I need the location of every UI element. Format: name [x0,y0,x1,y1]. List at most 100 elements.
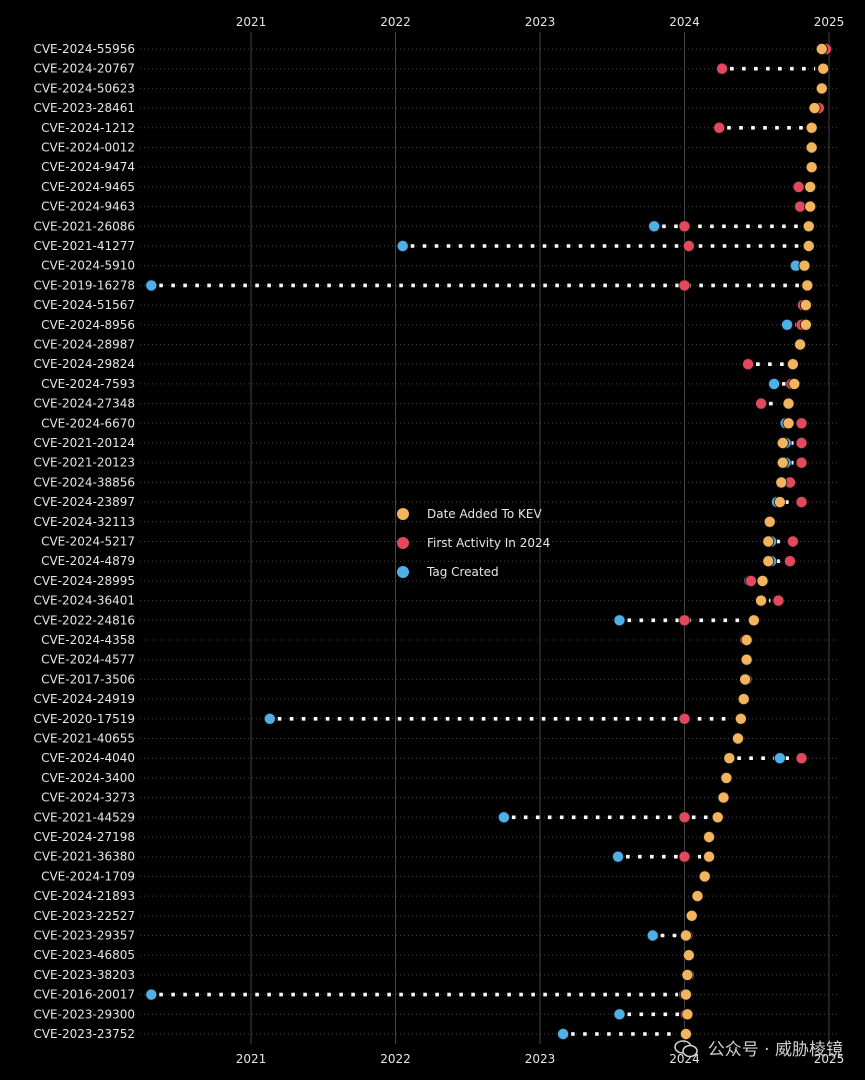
point-kev [720,771,733,784]
category-label: CVE-2024-9474 [41,160,135,174]
point-kev [801,279,814,292]
point-first [678,614,691,627]
category-label: CVE-2024-4577 [41,653,135,667]
category-label: CVE-2023-38203 [33,968,135,982]
category-label: CVE-2024-23897 [33,495,135,509]
category-label: CVE-2024-7593 [41,377,135,391]
point-first [678,850,691,863]
category-label: CVE-2023-28461 [33,101,135,115]
x-tick-top-2021: 2021 [236,15,267,29]
point-first [678,220,691,233]
category-label: CVE-2024-55956 [33,42,135,56]
point-kev [755,594,768,607]
category-label: CVE-2021-36380 [33,850,135,864]
point-kev [691,890,704,903]
point-kev [762,555,775,568]
point-kev [717,791,730,804]
category-label: CVE-2024-9463 [41,200,135,214]
point-first [783,555,796,568]
category-label: CVE-2024-5910 [41,259,135,273]
point-kev [737,693,750,706]
point-tag [497,811,510,824]
category-label: CVE-2019-16278 [33,278,135,292]
point-first [772,594,785,607]
point-kev [798,259,811,272]
category-label: CVE-2024-21893 [33,889,135,903]
category-label: CVE-2023-29300 [33,1007,135,1021]
point-kev [679,988,692,1001]
category-label: CVE-2024-6670 [41,416,135,430]
point-tag [613,1008,626,1021]
category-label: CVE-2024-3400 [41,771,135,785]
category-label: CVE-2017-3506 [41,672,135,686]
category-label: CVE-2023-46805 [33,948,135,962]
category-label: CVE-2021-20123 [33,456,135,470]
point-first [795,456,808,469]
legend-marker-kev [397,508,409,520]
point-kev [804,180,817,193]
point-kev [698,870,711,883]
point-kev [815,82,828,95]
point-kev [679,929,692,942]
point-tag [773,752,786,765]
point-tag [145,988,158,1001]
point-kev [802,220,815,233]
category-label: CVE-2021-26086 [33,219,135,233]
category-label: CVE-2022-24816 [33,613,135,627]
point-first [792,180,805,193]
category-label: CVE-2024-51567 [33,298,135,312]
x-tick-top-2022: 2022 [380,15,411,29]
category-label: CVE-2021-44529 [33,810,135,824]
legend-label-tag: Tag Created [426,565,499,579]
category-label: CVE-2024-28987 [33,338,135,352]
category-label: CVE-2024-27348 [33,397,135,411]
x-tick-bottom-2021: 2021 [236,1052,267,1066]
point-first [795,752,808,765]
category-label: CVE-2024-5217 [41,535,135,549]
category-label: CVE-2024-9465 [41,180,135,194]
point-first [716,62,729,75]
category-label: CVE-2023-22527 [33,909,135,923]
point-tag [768,377,781,390]
point-kev [782,397,795,410]
point-kev [815,43,828,56]
category-label: CVE-2023-23752 [33,1027,135,1041]
point-kev [747,614,760,627]
point-first [794,200,807,213]
point-kev [756,574,769,587]
point-tag [612,850,625,863]
category-label: CVE-2024-32113 [33,515,135,529]
point-kev [788,377,801,390]
point-kev [740,653,753,666]
point-first [795,496,808,509]
category-label: CVE-2024-24919 [33,692,135,706]
point-tag [557,1028,570,1041]
category-label: CVE-2024-27198 [33,830,135,844]
point-first [795,436,808,449]
point-kev [723,752,736,765]
category-label: CVE-2024-4879 [41,554,135,568]
category-label: CVE-2024-8956 [41,318,135,332]
point-first [678,279,691,292]
point-kev [703,850,716,863]
category-label: CVE-2024-29824 [33,357,135,371]
category-label: CVE-2021-41277 [33,239,135,253]
point-kev [681,1008,694,1021]
point-kev [817,62,830,75]
point-kev [679,1028,692,1041]
point-first [755,397,768,410]
point-kev [703,831,716,844]
point-kev [804,200,817,213]
point-kev [711,811,724,824]
point-tag [145,279,158,292]
point-kev [805,161,818,174]
point-tag [613,614,626,627]
watermark: 公众号 · 威胁棱镜 [674,1035,843,1060]
point-kev [682,949,695,962]
point-kev [763,515,776,528]
point-first [744,574,757,587]
point-first [678,712,691,725]
x-tick-top-2024: 2024 [669,15,700,29]
point-kev [776,456,789,469]
